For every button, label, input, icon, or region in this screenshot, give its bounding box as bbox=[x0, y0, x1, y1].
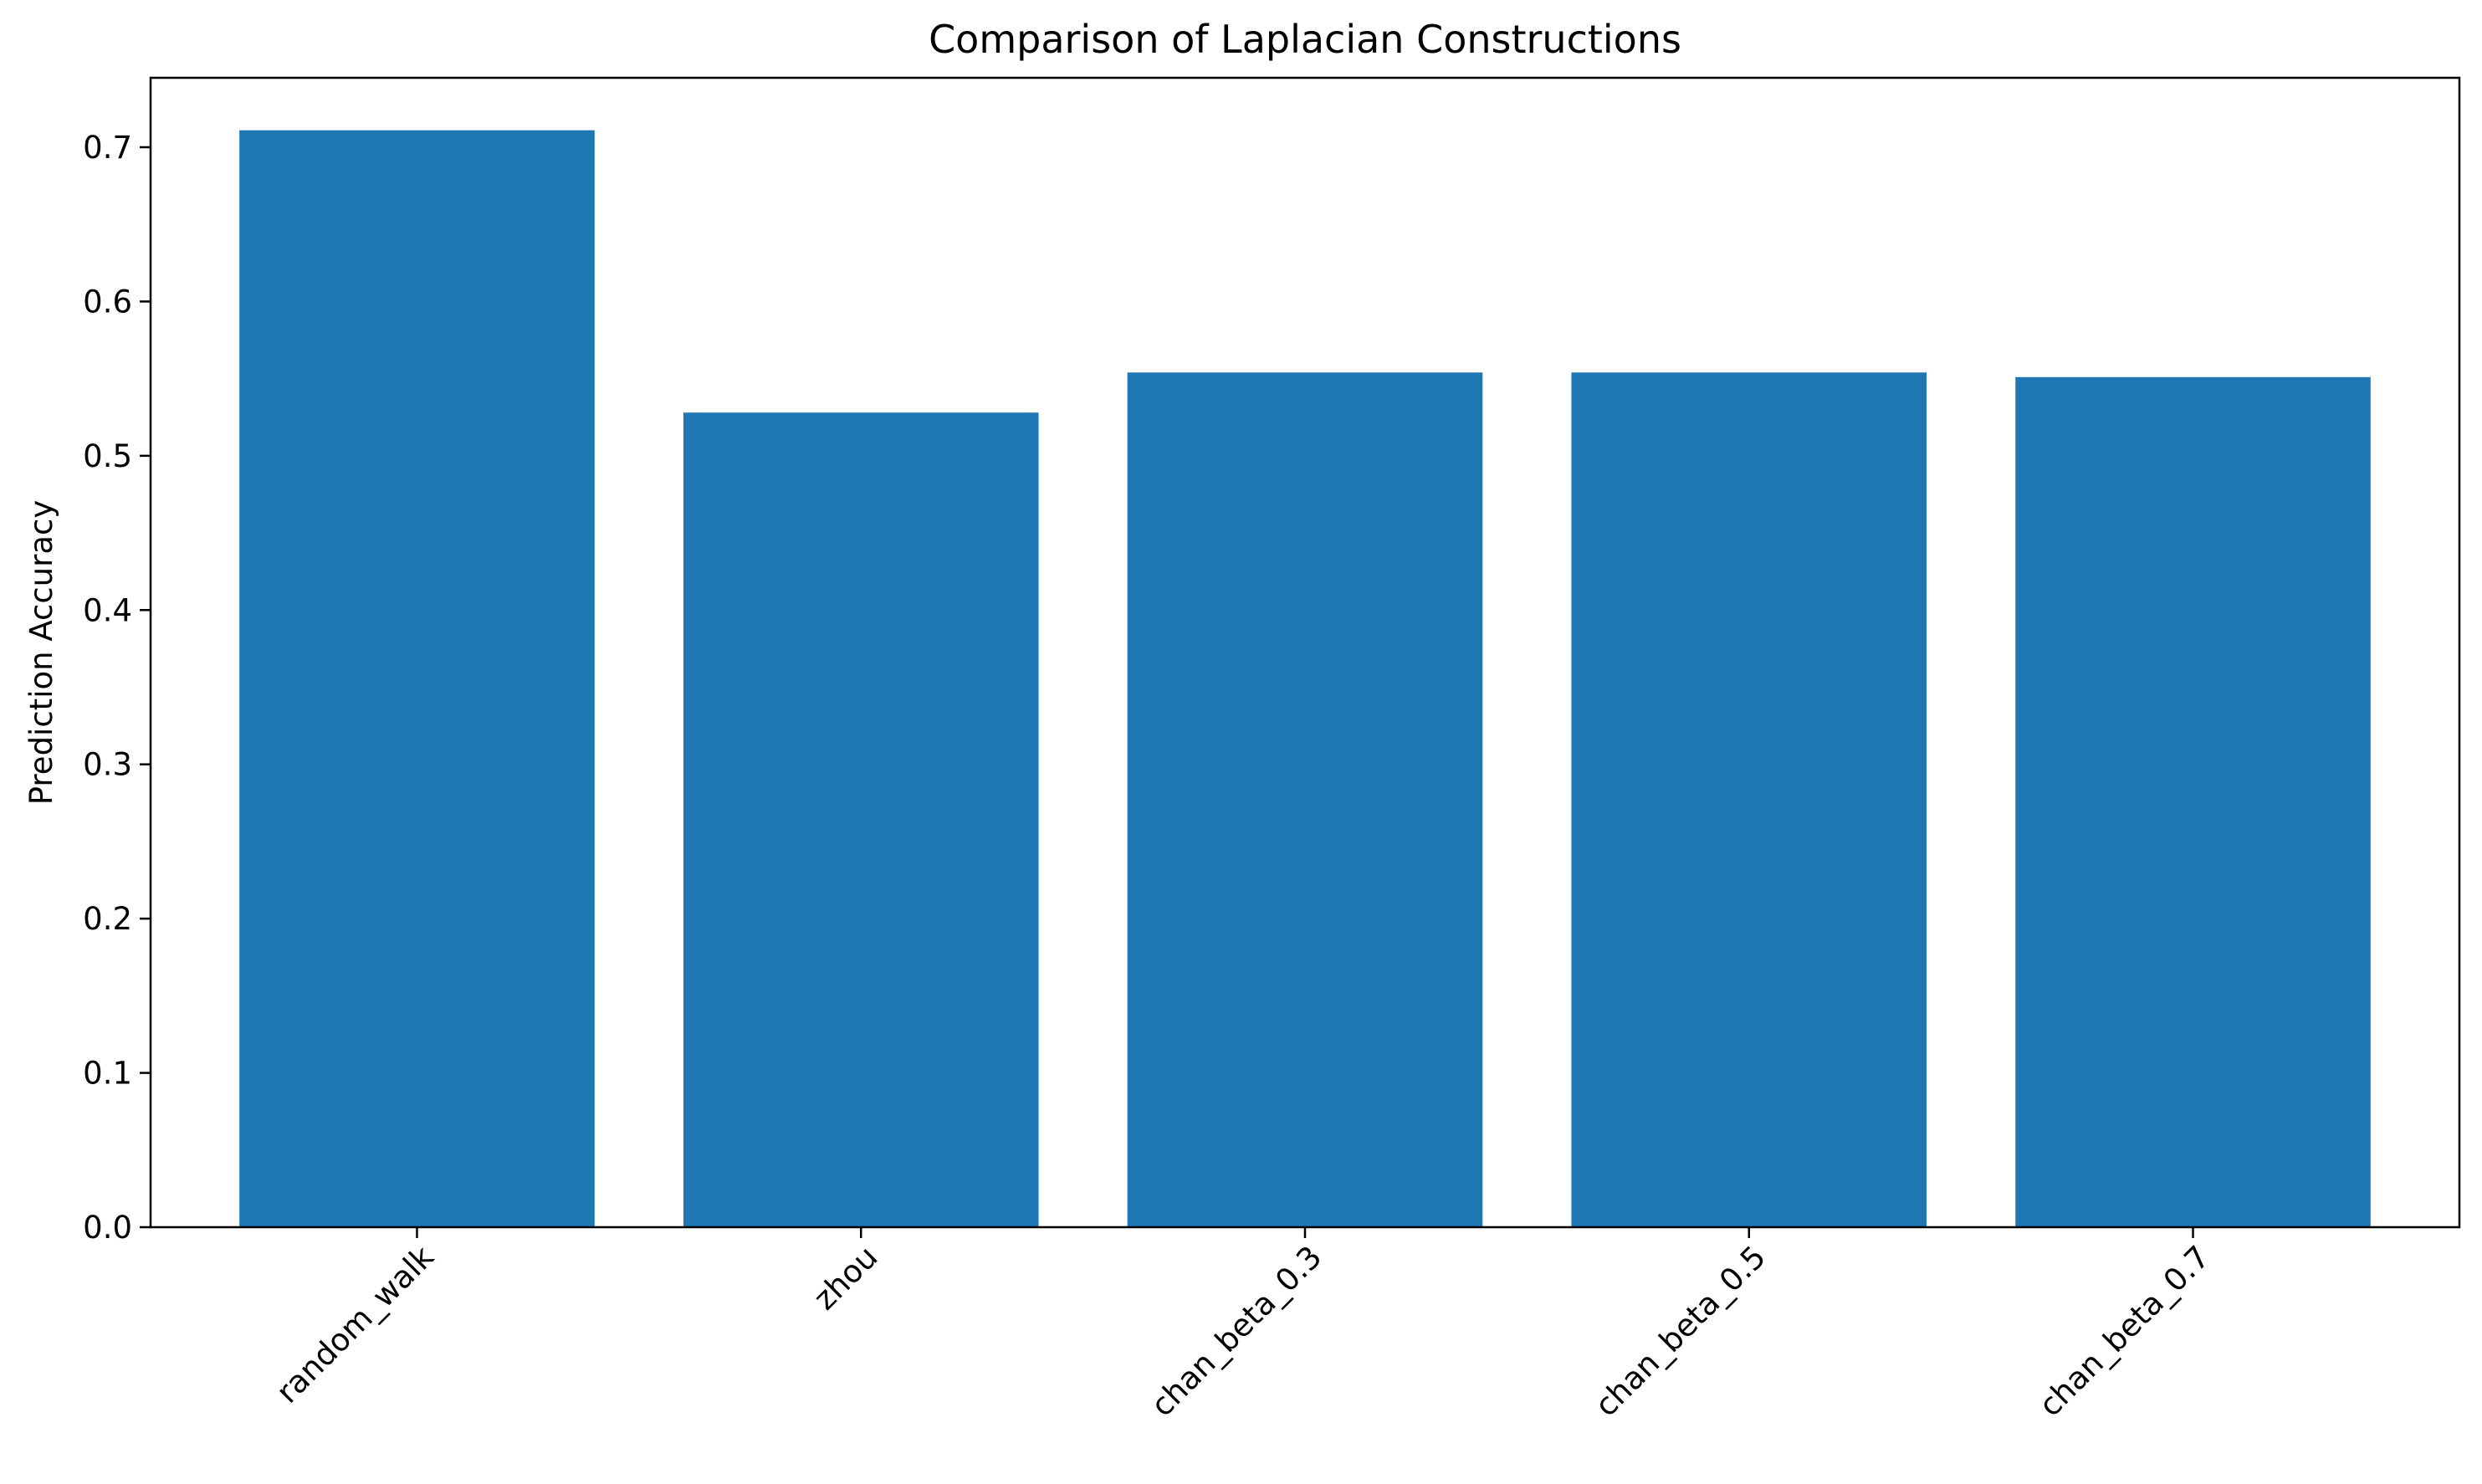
bar-chan_beta_0.5 bbox=[1571, 372, 1927, 1228]
y-tick-label: 0.4 bbox=[83, 592, 132, 628]
y-axis-ticks: 0.0 0.1 0.2 0.3 0.4 0.5 0.6 0.7 bbox=[83, 130, 151, 1246]
bars-group bbox=[239, 130, 2371, 1228]
chart-title: Comparison of Laplacian Constructions bbox=[929, 17, 1681, 62]
y-tick-label: 0.3 bbox=[83, 747, 132, 783]
bar-chan_beta_0.7 bbox=[2015, 376, 2371, 1227]
y-tick-label: 0.6 bbox=[83, 284, 132, 320]
bar-zhou bbox=[683, 412, 1039, 1228]
bar-chan_beta_0.3 bbox=[1127, 372, 1483, 1228]
y-tick-label: 0.2 bbox=[83, 901, 132, 937]
y-tick-label: 0.5 bbox=[83, 438, 132, 474]
y-tick-label: 0.0 bbox=[83, 1210, 132, 1246]
y-tick-label: 0.7 bbox=[83, 130, 132, 166]
plot-area-frame bbox=[149, 76, 2461, 1229]
bar-random_walk bbox=[239, 130, 595, 1227]
y-tick-label: 0.1 bbox=[83, 1056, 132, 1092]
y-axis-label: Prediction Accuracy bbox=[23, 500, 59, 806]
